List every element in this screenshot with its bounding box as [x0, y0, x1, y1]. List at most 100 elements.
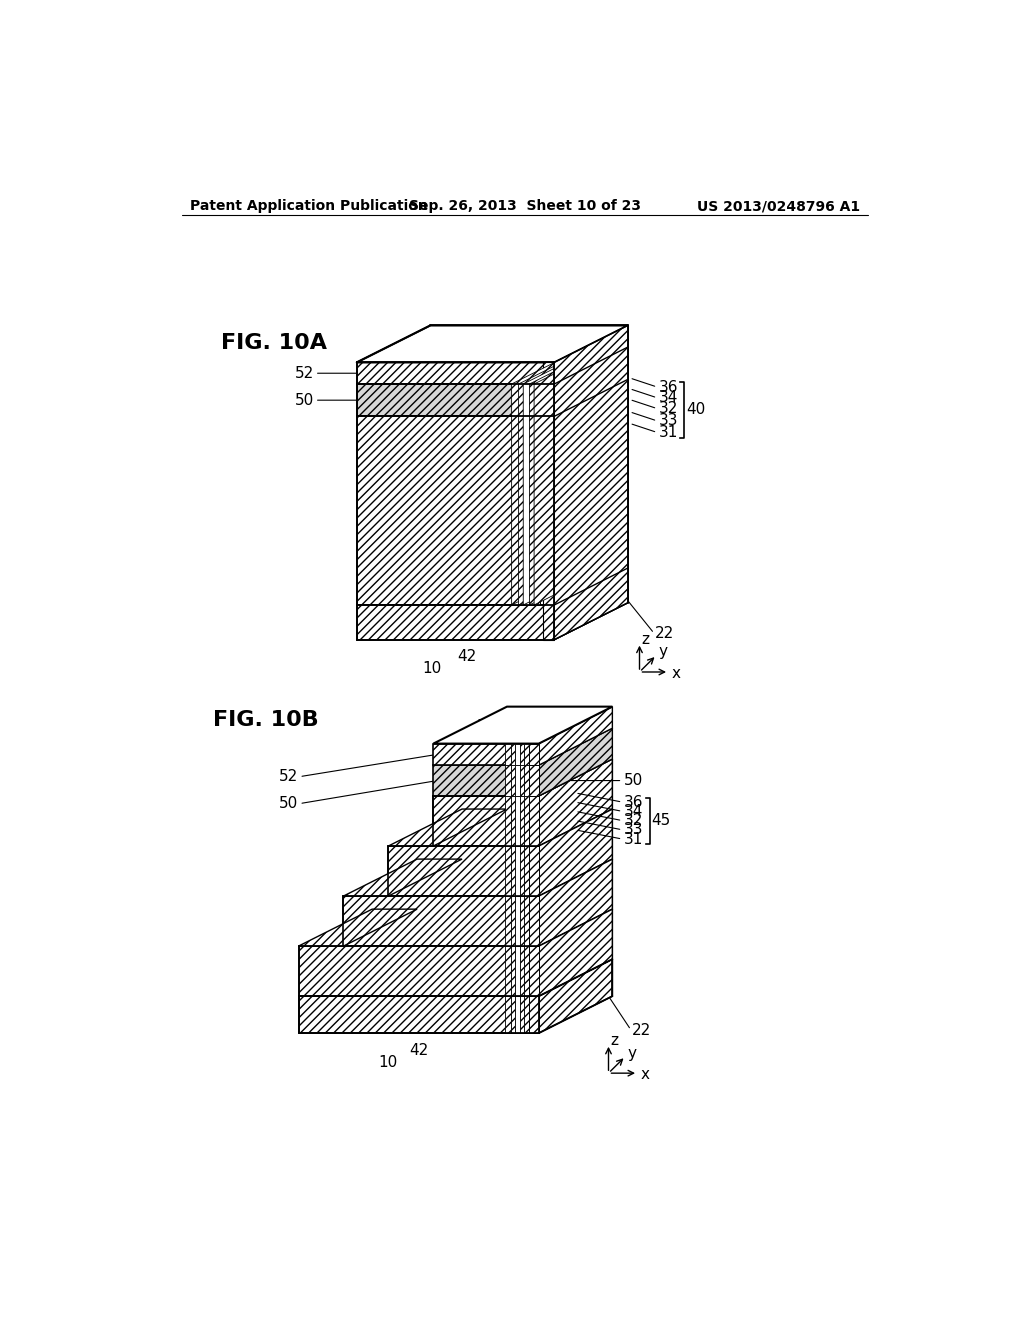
Polygon shape — [529, 347, 603, 605]
Bar — [515, 946, 520, 997]
Polygon shape — [539, 859, 612, 946]
Text: 33: 33 — [658, 413, 678, 429]
Polygon shape — [433, 706, 612, 743]
Text: 52: 52 — [295, 366, 314, 380]
Text: 50: 50 — [280, 796, 299, 812]
Polygon shape — [554, 568, 628, 640]
Text: 32: 32 — [624, 813, 643, 828]
Bar — [505, 743, 511, 766]
Bar — [299, 997, 539, 1034]
Bar — [529, 796, 539, 846]
Polygon shape — [554, 347, 628, 416]
Bar — [356, 605, 554, 640]
Polygon shape — [523, 347, 597, 605]
Bar — [505, 846, 511, 896]
Bar — [520, 743, 524, 766]
Text: 31: 31 — [658, 425, 678, 440]
Bar — [515, 796, 520, 846]
Bar — [505, 946, 511, 997]
Text: 32: 32 — [658, 401, 678, 416]
Bar — [524, 796, 529, 846]
Bar — [529, 743, 539, 766]
Text: 52: 52 — [280, 770, 299, 784]
Text: y: y — [658, 644, 667, 660]
Bar — [511, 997, 515, 1034]
Polygon shape — [343, 859, 462, 896]
Text: 50: 50 — [476, 719, 496, 734]
Bar — [433, 743, 539, 766]
Bar — [524, 997, 529, 1034]
Bar — [515, 766, 520, 796]
Text: 50: 50 — [295, 392, 314, 408]
Bar — [515, 743, 520, 766]
Text: 31: 31 — [624, 832, 643, 846]
Text: 10: 10 — [378, 1055, 397, 1071]
Text: 22: 22 — [632, 1023, 651, 1038]
Polygon shape — [388, 809, 507, 846]
Bar — [524, 946, 529, 997]
Text: x: x — [641, 1067, 650, 1082]
Polygon shape — [539, 909, 612, 997]
Bar — [511, 743, 515, 766]
Text: 45: 45 — [651, 813, 671, 828]
Text: Sep. 26, 2013  Sheet 10 of 23: Sep. 26, 2013 Sheet 10 of 23 — [409, 199, 641, 213]
Bar — [299, 946, 539, 997]
Bar — [523, 384, 529, 605]
Polygon shape — [539, 729, 612, 796]
Polygon shape — [554, 379, 628, 605]
Bar — [343, 896, 539, 946]
Bar — [524, 743, 529, 766]
Text: Patent Application Publication: Patent Application Publication — [190, 199, 428, 213]
Bar — [511, 896, 515, 946]
Polygon shape — [554, 326, 628, 384]
Text: 42: 42 — [457, 649, 476, 664]
Bar — [356, 384, 554, 416]
Text: 42: 42 — [409, 1043, 428, 1057]
Bar — [356, 363, 554, 384]
Polygon shape — [539, 809, 612, 896]
Polygon shape — [512, 347, 586, 605]
Bar — [520, 896, 524, 946]
Bar — [511, 846, 515, 896]
Polygon shape — [433, 759, 612, 796]
Polygon shape — [554, 326, 628, 640]
Text: x: x — [672, 667, 681, 681]
Text: 36: 36 — [658, 380, 678, 395]
Bar — [512, 384, 518, 605]
Bar — [505, 997, 511, 1034]
Bar — [529, 384, 535, 605]
Bar — [524, 896, 529, 946]
Text: 34: 34 — [658, 391, 678, 405]
Polygon shape — [518, 347, 592, 605]
Bar — [511, 946, 515, 997]
Text: 50: 50 — [624, 774, 643, 788]
Bar — [515, 896, 520, 946]
Text: 34: 34 — [624, 804, 643, 818]
Polygon shape — [539, 706, 612, 766]
Bar — [515, 846, 520, 896]
Polygon shape — [299, 909, 417, 946]
Text: US 2013/0248796 A1: US 2013/0248796 A1 — [697, 199, 860, 213]
Bar — [520, 997, 524, 1034]
Bar — [535, 384, 541, 605]
Bar — [520, 946, 524, 997]
Bar — [433, 766, 539, 796]
Polygon shape — [535, 347, 607, 605]
Bar — [505, 896, 511, 946]
Bar — [515, 997, 520, 1034]
Bar — [544, 363, 554, 640]
Bar — [520, 846, 524, 896]
Bar — [524, 846, 529, 896]
Bar — [511, 796, 515, 846]
Polygon shape — [554, 326, 628, 640]
Bar — [520, 796, 524, 846]
Bar — [518, 384, 523, 605]
Bar — [529, 846, 539, 896]
Bar — [529, 997, 539, 1034]
Bar — [388, 846, 539, 896]
Text: 22: 22 — [655, 626, 674, 642]
Bar — [529, 896, 539, 946]
Polygon shape — [539, 960, 612, 1034]
Text: y: y — [627, 1045, 636, 1061]
Polygon shape — [539, 759, 612, 846]
